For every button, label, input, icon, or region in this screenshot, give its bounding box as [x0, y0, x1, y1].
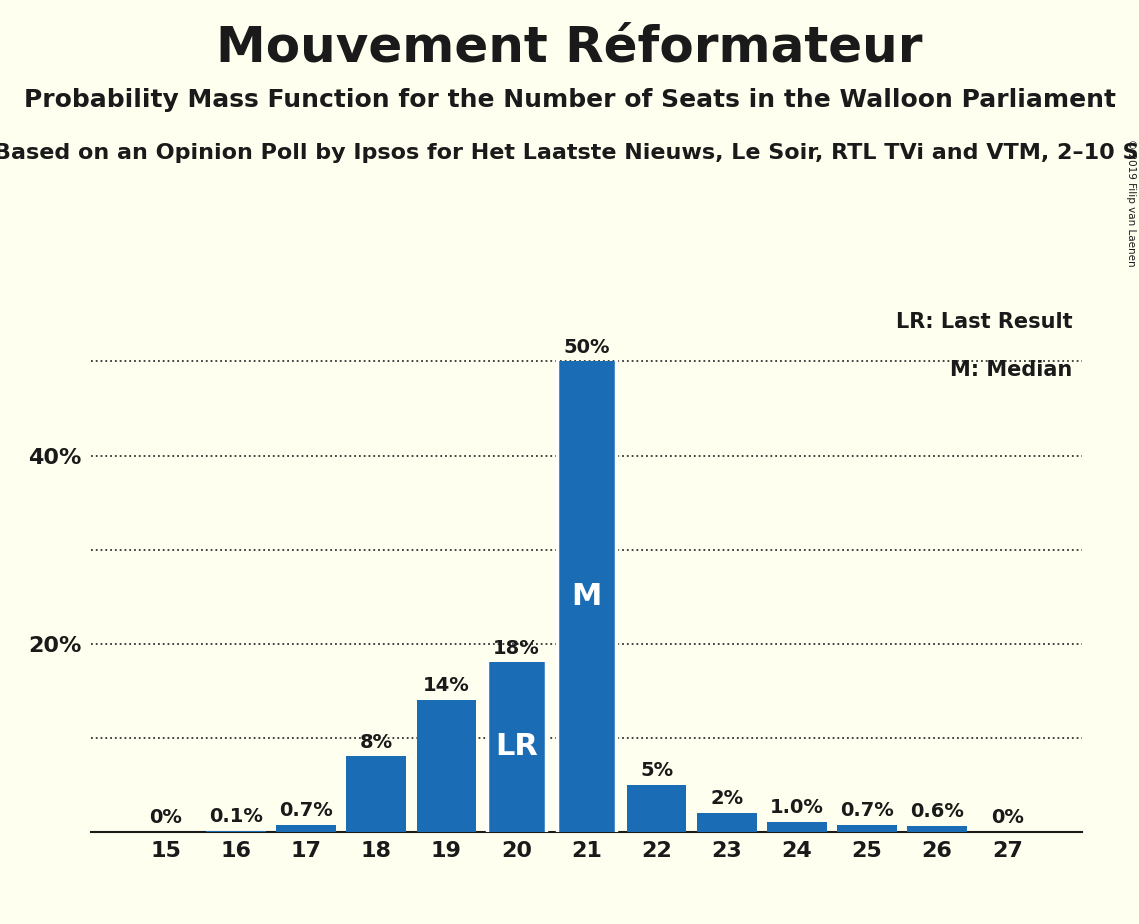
Bar	[277, 825, 336, 832]
Bar	[486, 663, 547, 832]
Text: 0%: 0%	[149, 808, 182, 827]
Text: 8%: 8%	[360, 733, 393, 752]
Bar	[837, 825, 896, 832]
Bar	[697, 813, 756, 832]
Text: M: Median: M: Median	[950, 360, 1072, 380]
Text: 2%: 2%	[711, 789, 744, 808]
Text: 14%: 14%	[423, 676, 469, 695]
Text: 0.1%: 0.1%	[210, 807, 263, 826]
Text: 50%: 50%	[564, 338, 609, 357]
Text: 1.0%: 1.0%	[770, 798, 823, 818]
Text: Probability Mass Function for the Number of Seats in the Walloon Parliament: Probability Mass Function for the Number…	[24, 88, 1115, 112]
Text: LR: Last Result: LR: Last Result	[895, 311, 1072, 332]
Text: Mouvement Réformateur: Mouvement Réformateur	[216, 23, 923, 71]
Text: 5%: 5%	[640, 760, 673, 780]
Bar	[346, 757, 407, 832]
Text: 0.7%: 0.7%	[279, 801, 333, 821]
Text: © 2019 Filip van Laenen: © 2019 Filip van Laenen	[1126, 139, 1136, 266]
Bar	[767, 822, 827, 832]
Text: M: M	[572, 582, 601, 611]
Text: 0.7%: 0.7%	[841, 801, 894, 821]
Bar	[908, 826, 967, 832]
Text: 0.6%: 0.6%	[910, 802, 964, 821]
Text: LR: LR	[495, 733, 538, 761]
Bar	[417, 700, 476, 832]
Text: 0%: 0%	[991, 808, 1024, 827]
Bar	[206, 831, 265, 832]
Bar	[557, 361, 616, 832]
Bar	[626, 784, 687, 832]
Text: 18%: 18%	[493, 638, 540, 658]
Text: Based on an Opinion Poll by Ipsos for Het Laatste Nieuws, Le Soir, RTL TVi and V: Based on an Opinion Poll by Ipsos for He…	[0, 143, 1139, 164]
